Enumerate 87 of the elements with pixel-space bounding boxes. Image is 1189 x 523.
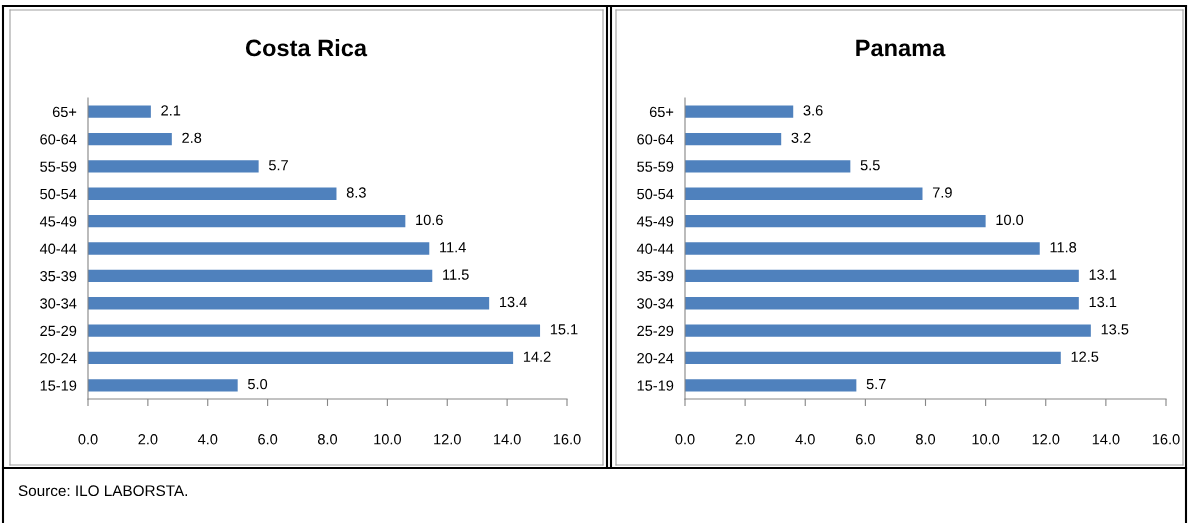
x-tick-label: 12.0 [1032,434,1060,445]
chart-title: Panama [856,39,946,57]
x-tick-label: 10.0 [374,434,401,445]
y-tick-label: 15-19 [40,380,77,391]
y-tick-label: 55-59 [637,161,674,172]
y-tick-label: 35-39 [40,270,77,282]
data-label: 12.5 [1071,351,1099,362]
bar [88,160,259,173]
x-tick-label: 8.0 [318,434,338,445]
bar [88,324,541,337]
data-label: 5.0 [247,378,268,390]
data-label: 10.0 [996,214,1024,226]
x-tick-label: 0.0 [78,434,98,445]
y-tick-label: 30-34 [637,298,674,309]
bar [685,324,1091,337]
y-tick-label: 45-49 [39,216,77,227]
x-tick-label: 8.0 [916,434,936,445]
y-tick-label: 60-64 [40,134,77,145]
bar [685,351,1061,365]
bar [88,242,430,255]
bar [685,160,851,173]
x-tick-label: 6.0 [258,434,278,445]
y-tick-label: 55-59 [40,161,77,172]
y-tick-label: 65+ [649,106,674,118]
data-label: 5.7 [268,160,288,171]
y-tick-label: 50-54 [40,188,77,200]
y-tick-label: 65+ [52,106,77,118]
x-tick-label: 0.0 [675,434,695,445]
data-label: 13.5 [1101,324,1129,335]
data-label: 11.8 [1050,242,1077,253]
bar [88,214,406,228]
y-tick-label: 20-24 [637,353,674,364]
data-label: 2.1 [161,105,181,116]
data-label: 11.5 [443,269,469,280]
data-label: 3.6 [803,105,823,116]
bar [685,269,1079,283]
bar [685,132,782,146]
data-label: 14.2 [523,351,551,362]
y-tick-label: 50-54 [637,188,674,200]
bar [685,297,1079,310]
data-label: 13.1 [1089,296,1117,308]
data-label: 3.2 [791,132,811,143]
data-label: 2.8 [182,132,202,143]
bar [685,187,923,200]
x-tick-label: 6.0 [855,434,875,445]
data-label: 7.9 [932,187,952,198]
y-tick-label: 30-34 [40,298,77,309]
x-tick-label: 2.0 [138,434,158,445]
x-tick-label: 14.0 [494,434,521,445]
bar [88,379,238,392]
bar [88,187,337,200]
data-label: 11.4 [440,242,466,253]
bar [88,105,151,118]
bar [88,269,433,283]
x-tick-label: 4.0 [795,434,815,445]
data-label: 5.5 [860,160,880,171]
bar [88,132,172,146]
x-tick-label: 10.0 [972,434,1000,445]
x-tick-label: 12.0 [434,434,461,445]
data-label: 8.3 [346,187,366,198]
data-label: 5.7 [866,379,886,390]
data-label: 15.1 [550,324,578,335]
y-tick-label: 20-24 [40,353,77,364]
bar [685,214,986,228]
data-label: 10.6 [416,214,443,226]
y-tick-label: 60-64 [637,134,674,145]
bar [685,105,794,118]
y-tick-label: 45-49 [636,216,674,227]
data-label: 13.4 [500,296,527,308]
x-tick-label: 14.0 [1092,434,1120,445]
bar [88,351,514,365]
x-tick-label: 16.0 [553,434,581,445]
x-tick-label: 16.0 [1152,434,1180,445]
y-tick-label: 25-29 [40,325,77,337]
x-tick-label: 2.0 [735,434,755,445]
bar [685,242,1040,255]
y-tick-label: 35-39 [637,270,674,282]
bar [685,379,857,392]
bar [88,297,490,310]
y-tick-label: 25-29 [637,325,674,337]
y-tick-label: 15-19 [637,380,674,391]
source-note: Source: ILO LABORSTA. [18,485,187,497]
y-tick-label: 40-44 [636,243,674,254]
x-tick-label: 4.0 [197,434,218,445]
data-label: 13.1 [1089,269,1117,280]
y-tick-label: 40-44 [39,243,77,254]
chart-title: Costa Rica [245,39,368,57]
